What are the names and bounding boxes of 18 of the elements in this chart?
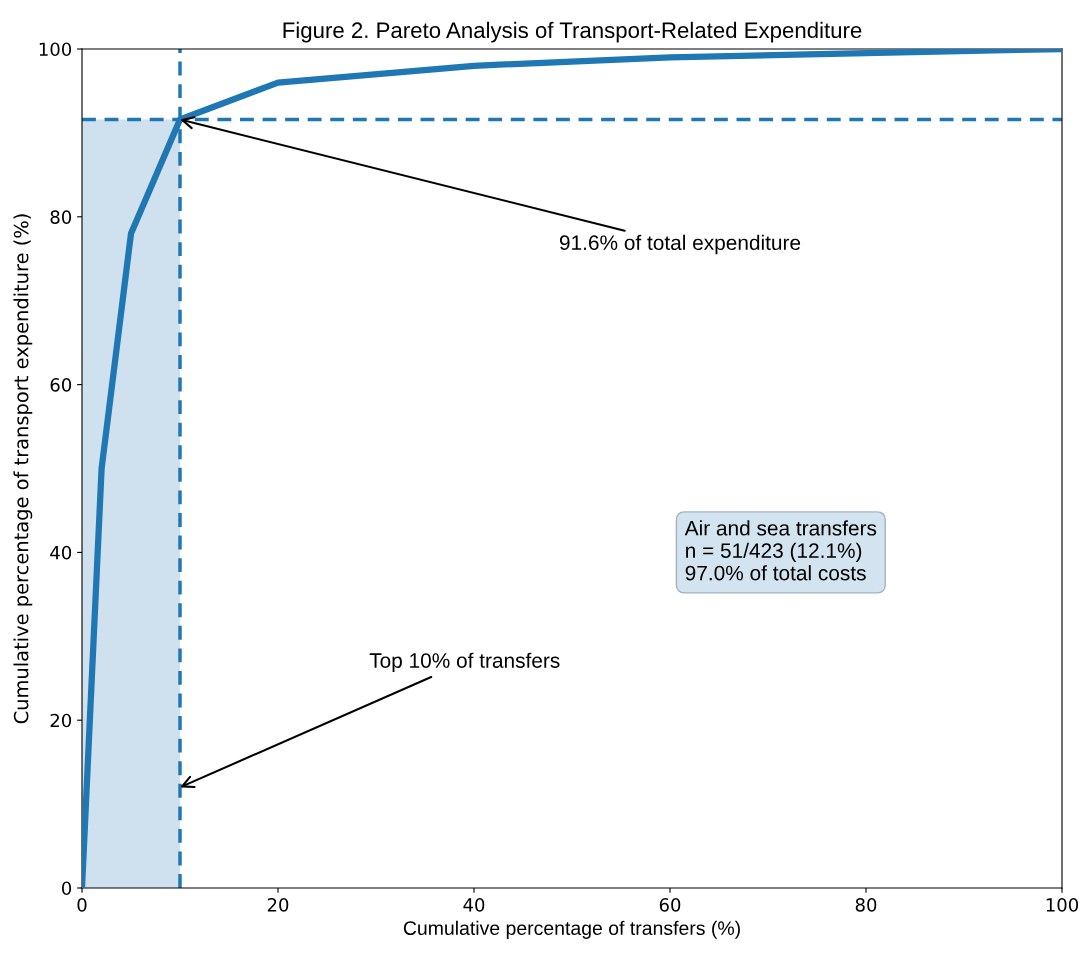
y-tick-label: 20 <box>50 713 72 728</box>
y-tick-label: 100 <box>39 42 72 57</box>
chart-title: Figure 2. Pareto Analysis of Transport-Related Expenditure <box>283 21 862 43</box>
x-tick-label: 80 <box>855 898 877 912</box>
x-tick-label: 60 <box>659 898 681 912</box>
y-tick-label: 80 <box>50 210 72 224</box>
annotation: 91.6% of total expenditure <box>559 234 801 255</box>
x-tick-label: 40 <box>463 898 485 912</box>
y-tick-label: 60 <box>50 378 72 392</box>
y-tick-label: 0 <box>61 881 72 896</box>
y-tick-label: 40 <box>50 545 72 560</box>
x-tick-label: 20 <box>267 898 289 912</box>
x-tick-label: 0 <box>77 898 87 912</box>
x-tick-label: 100 <box>1046 898 1079 912</box>
x-axis-title: Cumulative percentage of transfers (%) <box>403 920 740 939</box>
y-axis-title: Cumulative percentage of transport expenditure (%) <box>13 214 33 724</box>
annotation: Top 10% of transfers <box>369 652 560 673</box>
annotation: Air and sea transfers n = 51/423 (12.1%) 97.0% of total costs <box>684 520 877 581</box>
